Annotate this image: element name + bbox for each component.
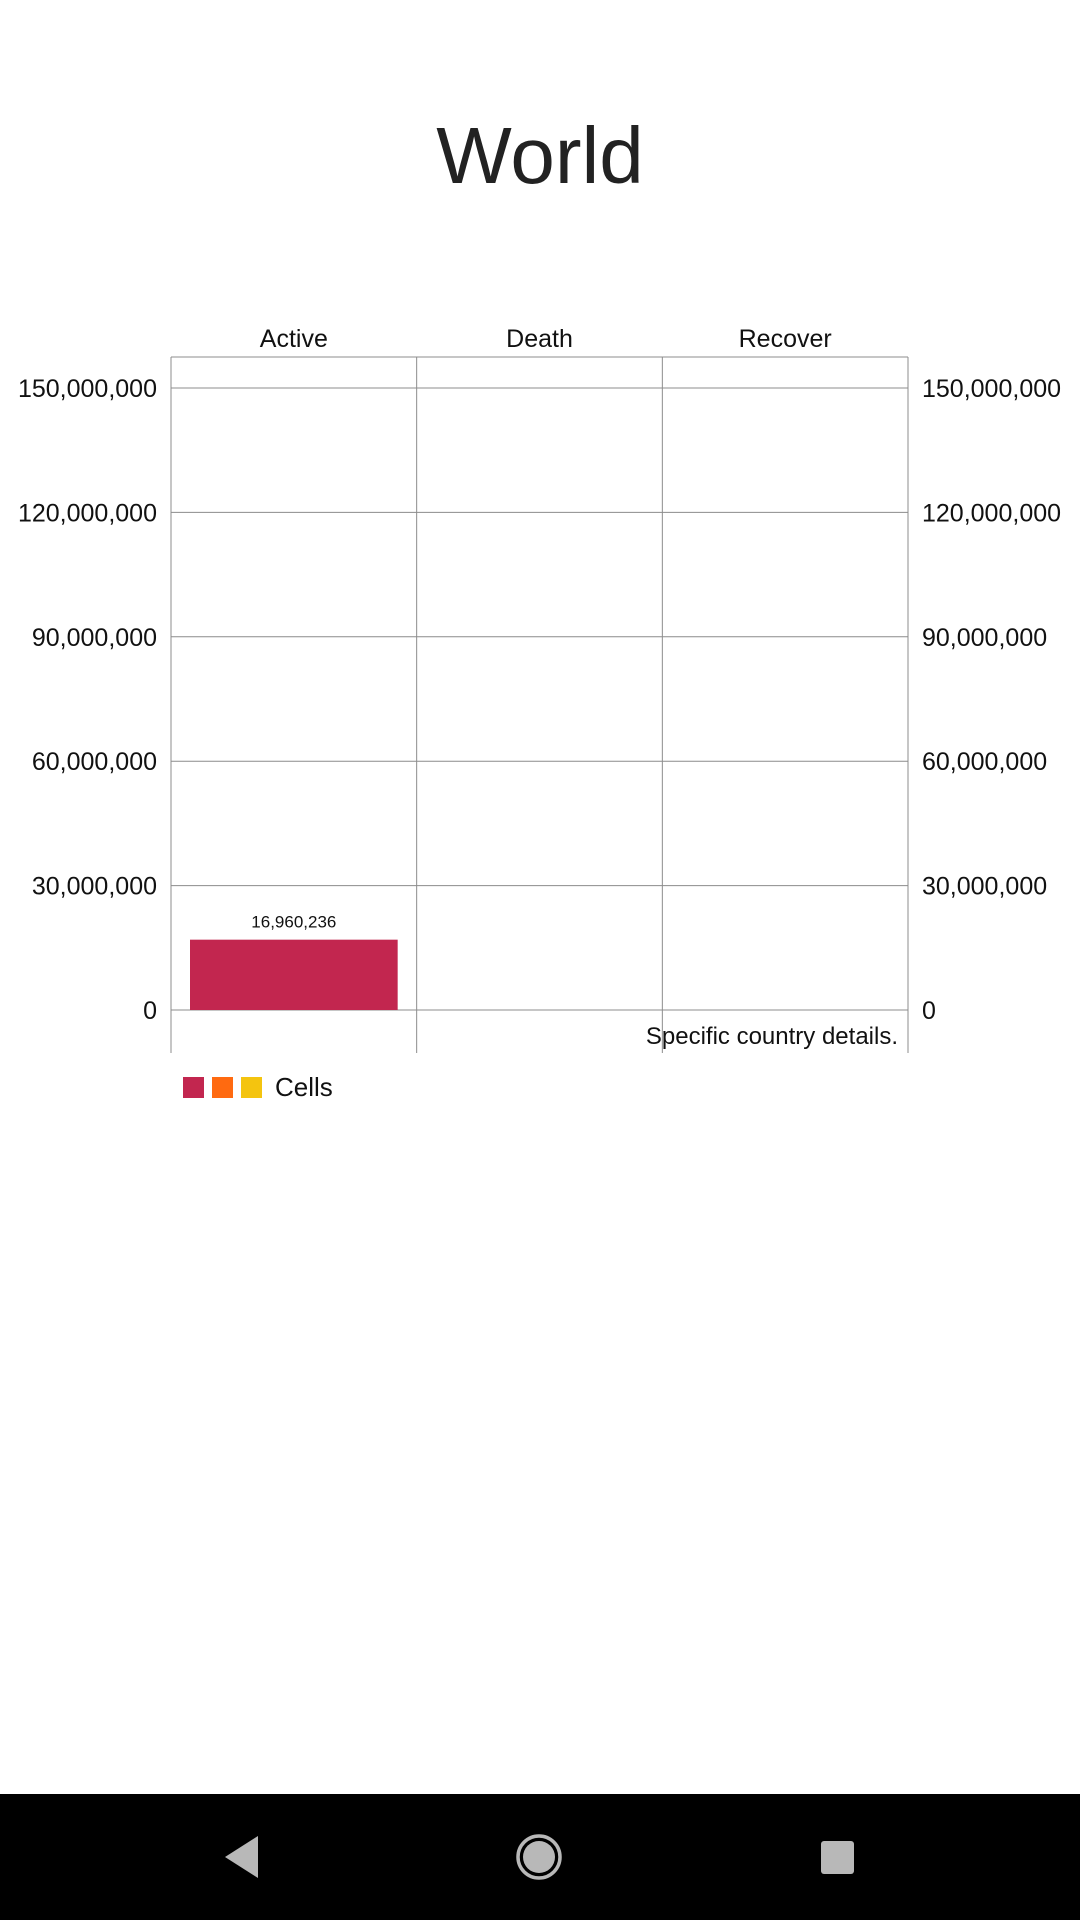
y-tick-label-left: 90,000,000 bbox=[32, 624, 157, 652]
y-tick-label-right: 150,000,000 bbox=[922, 375, 1061, 403]
legend-label: Cells bbox=[275, 1071, 333, 1102]
page-title: World bbox=[436, 111, 644, 200]
bar-value-label: 16,960,236 bbox=[251, 913, 336, 932]
y-tick-label-right: 120,000,000 bbox=[922, 499, 1061, 527]
y-tick-label-right: 60,000,000 bbox=[922, 748, 1047, 776]
system-navigation-bar bbox=[0, 1794, 1080, 1920]
back-button[interactable] bbox=[179, 1794, 305, 1920]
chart-annotation: Specific country details. bbox=[646, 1023, 898, 1050]
legend-swatch-orange bbox=[212, 1076, 233, 1098]
bar-active bbox=[190, 939, 398, 1010]
legend-swatch-crimson bbox=[183, 1076, 204, 1098]
recents-button[interactable] bbox=[774, 1794, 900, 1920]
y-tick-label-left: 30,000,000 bbox=[32, 873, 157, 901]
recents-square-icon bbox=[821, 1841, 854, 1874]
back-triangle-icon bbox=[225, 1836, 258, 1878]
y-tick-label-right: 0 bbox=[922, 997, 936, 1025]
y-tick-label-left: 120,000,000 bbox=[18, 499, 157, 527]
y-tick-label-left: 60,000,000 bbox=[32, 748, 157, 776]
y-tick-label-right: 90,000,000 bbox=[922, 624, 1047, 652]
y-tick-label-left: 0 bbox=[143, 997, 157, 1025]
y-tick-label-left: 150,000,000 bbox=[18, 375, 157, 403]
chart-legend: Cells bbox=[183, 1071, 333, 1103]
category-label: Recover bbox=[739, 325, 832, 353]
chart: 0 0 30,000,000 30,000,000 60,000,000 60,000,0… bbox=[18, 325, 1061, 1053]
y-tick-label-right: 30,000,000 bbox=[922, 873, 1047, 901]
category-label: Active bbox=[260, 325, 328, 353]
home-circle-icon bbox=[516, 1834, 562, 1880]
home-button[interactable] bbox=[476, 1794, 602, 1920]
category-label: Death bbox=[506, 325, 573, 353]
legend-swatch-yellow bbox=[241, 1076, 262, 1098]
